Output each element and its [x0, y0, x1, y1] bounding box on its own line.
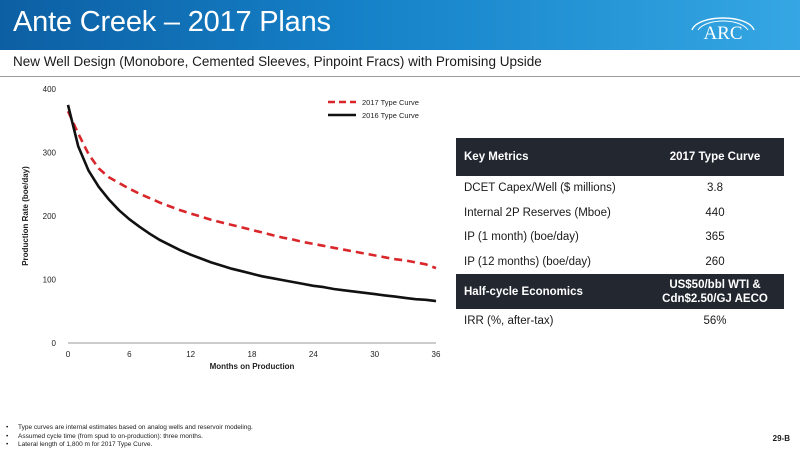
x-tick-label: 6 [127, 350, 132, 359]
x-tick-label: 18 [248, 350, 257, 359]
table-row: IP (12 months) (boe/day) 260 [456, 250, 784, 275]
table-row: IP (1 month) (boe/day) 365 [456, 225, 784, 250]
table-row: IRR (%, after-tax) 56% [456, 309, 784, 334]
x-tick-label: 24 [309, 350, 318, 359]
y-tick-label: 100 [43, 276, 57, 285]
x-tick-label: 0 [66, 350, 71, 359]
row-value: 365 [705, 231, 725, 244]
econ-line-1: US$50/bbl WTI & [669, 278, 761, 291]
irr-label: IRR (%, after-tax) [464, 315, 554, 328]
series-line-2017 [66, 110, 437, 270]
footnote: Assumed cycle time (from spud to on-prod… [6, 433, 253, 442]
key-metrics-table: Key Metrics 2017 Type Curve DCET Capex/W… [456, 138, 784, 334]
x-tick-label: 36 [432, 350, 441, 359]
row-label: IP (12 months) (boe/day) [464, 255, 591, 268]
x-axis-label: Months on Production [210, 362, 295, 371]
y-tick-label: 400 [43, 85, 57, 94]
header-type-curve: 2017 Type Curve [646, 138, 784, 176]
arc-logo: ARC [691, 17, 755, 44]
economics-header-row: Half-cycle Economics US$50/bbl WTI & Cdn$… [456, 274, 784, 309]
economics-label: Half-cycle Economics [456, 274, 646, 309]
y-tick-label: 200 [43, 212, 57, 221]
logo-text: ARC [703, 23, 742, 44]
economics-assumptions: US$50/bbl WTI & Cdn$2.50/GJ AECO [646, 274, 784, 309]
table-row: Internal 2P Reserves (Mboe) 440 [456, 201, 784, 226]
series-line-2016 [66, 104, 437, 303]
row-value: 260 [705, 255, 725, 268]
row-value: 3.8 [707, 182, 723, 195]
page-title: Ante Creek – 2017 Plans [13, 6, 331, 38]
y-axis-label: Production Rate (boe/day) [21, 166, 30, 266]
footnote: Type curves are internal estimates based… [6, 424, 253, 433]
econ-line-2: Cdn$2.50/GJ AECO [662, 292, 768, 305]
title-bar: Ante Creek – 2017 Plans ARC [0, 0, 800, 50]
row-label: DCET Capex/Well ($ millions) [464, 182, 616, 195]
divider [0, 76, 800, 77]
table-header-row: Key Metrics 2017 Type Curve [456, 138, 784, 176]
footnote: Lateral length of 1,800 m for 2017 Type … [6, 441, 253, 450]
row-value: 440 [705, 206, 725, 219]
y-tick-label: 300 [43, 149, 57, 158]
y-tick-label: 0 [52, 339, 57, 348]
page-number: 29-B [772, 434, 790, 443]
footnotes: Type curves are internal estimates based… [6, 424, 253, 450]
legend-label: 2017 Type Curve [362, 98, 419, 107]
x-tick-label: 30 [370, 350, 379, 359]
row-label: IP (1 month) (boe/day) [464, 231, 579, 244]
table-row: DCET Capex/Well ($ millions) 3.8 [456, 176, 784, 201]
production-chart: 0 100 200 300 400 0 6 12 18 24 30 36 Months on Produ… [21, 85, 441, 371]
header-key-metrics: Key Metrics [456, 138, 646, 176]
subtitle: New Well Design (Monobore, Cemented Slee… [13, 54, 542, 69]
x-tick-label: 12 [186, 350, 195, 359]
irr-value: 56% [703, 315, 727, 328]
row-label: Internal 2P Reserves (Mboe) [464, 206, 611, 219]
legend-label: 2016 Type Curve [362, 111, 419, 120]
